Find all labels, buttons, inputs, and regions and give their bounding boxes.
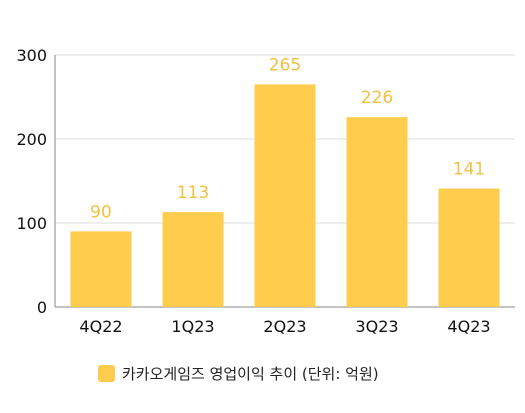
y-tick-label: 300 [16,46,47,65]
y-tick-label: 100 [16,214,47,233]
data-label: 141 [453,160,485,180]
bar [254,84,316,308]
legend-label: 카카오게임즈 영업이익 추이 (단위: 억원) [122,364,379,383]
y-axis-ticks: 0 100 200 300 [16,46,47,317]
bar [346,117,408,307]
bars [70,84,500,308]
legend-swatch [98,364,115,382]
data-label: 90 [90,202,112,222]
y-tick-label: 200 [16,130,47,149]
x-tick-label: 4Q22 [79,317,122,336]
bar [162,212,224,307]
x-tick-label: 4Q23 [447,317,490,336]
y-tick-label: 0 [37,298,47,317]
data-label: 113 [177,183,209,203]
x-axis-ticks: 4Q22 1Q23 2Q23 3Q23 4Q23 [79,317,490,336]
legend: 카카오게임즈 영업이익 추이 (단위: 억원) [98,361,379,385]
data-labels: 90 113 265 226 141 [90,55,485,222]
x-tick-label: 2Q23 [263,317,306,336]
bar [70,231,132,307]
data-label: 226 [361,88,393,108]
bar [438,188,500,307]
data-label: 265 [269,55,301,75]
x-tick-label: 1Q23 [171,317,214,336]
x-tick-label: 3Q23 [355,317,398,336]
